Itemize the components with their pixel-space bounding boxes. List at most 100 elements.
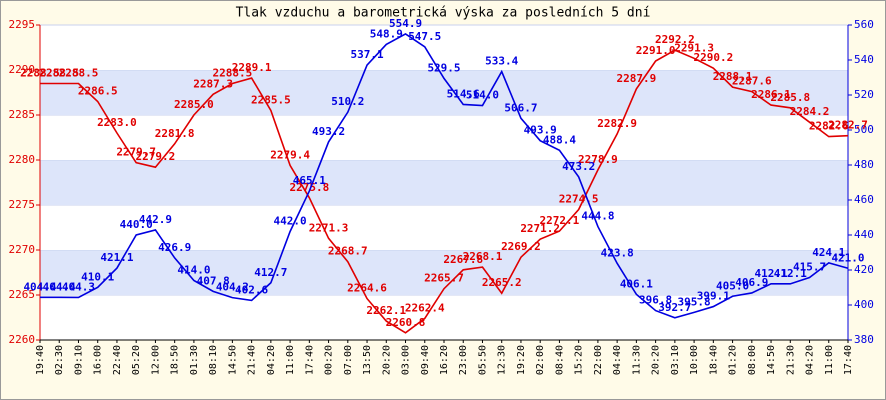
value-label: 405.0	[716, 279, 749, 292]
x-tick-label: 16:00	[93, 345, 104, 375]
value-label: 2260.8	[386, 316, 426, 329]
x-tick-label: 14:50	[227, 345, 238, 375]
y2-tick-label: 540	[854, 53, 874, 66]
y2-tick-label: 440	[854, 228, 874, 241]
value-label: 2282.7	[828, 119, 868, 132]
x-tick-label: 09:40	[420, 345, 431, 375]
value-label: 2275.8	[289, 181, 329, 194]
x-tick-label: 17:40	[843, 345, 854, 375]
value-label: 404.2	[216, 281, 249, 294]
value-label: 514.6	[447, 87, 480, 100]
value-label: 473.2	[562, 160, 595, 173]
value-label: 2281.8	[155, 127, 195, 140]
value-label: 2279.2	[136, 150, 176, 163]
grid-band	[40, 115, 848, 160]
x-tick-label: 01:30	[189, 345, 200, 375]
value-label: 412.1	[774, 267, 807, 280]
value-label: 2265.2	[482, 276, 522, 289]
value-label: 2278.9	[578, 153, 618, 166]
value-label: 414.0	[177, 264, 210, 277]
value-label: 2290.2	[693, 51, 733, 64]
x-tick-label: 11:30	[631, 345, 642, 375]
y-tick-label: 2260	[9, 333, 36, 346]
x-tick-label: 05:20	[131, 345, 142, 375]
value-label: 444.8	[581, 210, 614, 223]
value-label: 2288.5	[20, 67, 60, 80]
y2-tick-label: 380	[854, 333, 874, 346]
value-label: 506.7	[504, 101, 537, 114]
y-tick-label: 2295	[9, 18, 36, 31]
value-label: 442.9	[139, 213, 172, 226]
value-label: 2271.2	[520, 222, 560, 235]
x-tick-label: 02:30	[54, 345, 65, 375]
value-label: 547.5	[408, 30, 441, 43]
x-tick-label: 03:00	[401, 345, 412, 375]
value-label: 421.0	[831, 251, 864, 264]
value-label: 2288.5	[39, 67, 79, 80]
x-tick-label: 07:00	[343, 345, 354, 375]
y-tick-label: 2290	[9, 63, 36, 76]
x-tick-label: 15:20	[574, 345, 585, 375]
value-label: 415.7	[793, 261, 826, 274]
y-tick-label: 2270	[9, 243, 36, 256]
x-tick-label: 08:10	[208, 345, 219, 375]
value-label: 2284.2	[790, 105, 830, 118]
value-label: 404.4	[23, 280, 56, 293]
x-tick-label: 04:20	[266, 345, 277, 375]
value-label: 2274.5	[559, 193, 599, 206]
x-tick-label: 21:30	[785, 345, 796, 375]
value-label: 2269.2	[501, 240, 541, 253]
y-tick-label: 2265	[9, 288, 36, 301]
value-label: 395.8	[678, 295, 711, 308]
y2-tick-label: 500	[854, 123, 874, 136]
value-label: 2265.7	[424, 272, 464, 285]
value-label: 529.5	[427, 61, 460, 74]
x-tick-label: 22:00	[593, 345, 604, 375]
value-label: 2287.3	[193, 77, 233, 90]
x-tick-label: 11:00	[285, 345, 296, 375]
value-label: 412.7	[254, 266, 287, 279]
x-tick-label: 08:00	[747, 345, 758, 375]
grid-band	[40, 205, 848, 250]
value-label: 2262.1	[366, 304, 406, 317]
value-label: 406.9	[735, 276, 768, 289]
value-label: 2286.1	[751, 88, 791, 101]
x-tick-label: 13:50	[362, 345, 373, 375]
x-tick-label: 11:00	[824, 345, 835, 375]
x-tick-label: 05:50	[477, 345, 488, 375]
value-label: 2288.1	[713, 70, 753, 83]
value-label: 488.4	[543, 133, 576, 146]
value-label: 424.1	[812, 246, 845, 259]
x-tick-label: 21:40	[247, 345, 258, 375]
value-label: 426.9	[158, 241, 191, 254]
y2-tick-label: 400	[854, 298, 874, 311]
value-label: 2268.7	[328, 245, 368, 258]
value-label: 412.1	[754, 267, 787, 280]
x-tick-label: 17:40	[304, 345, 315, 375]
y-tick-label: 2275	[9, 198, 36, 211]
value-label: 2287.6	[732, 75, 772, 88]
value-label: 548.9	[370, 27, 403, 40]
series-line	[40, 49, 849, 334]
value-label: 537.1	[350, 48, 383, 61]
value-label: 2282.9	[597, 117, 637, 130]
x-tick-label: 03:10	[670, 345, 681, 375]
x-tick-label: 00:20	[324, 345, 335, 375]
value-label: 421.1	[100, 251, 133, 264]
value-label: 2268.1	[463, 250, 503, 263]
value-label: 402.6	[235, 283, 268, 296]
x-tick-label: 02:00	[535, 345, 546, 375]
grid-band	[40, 295, 848, 340]
value-label: 404.4	[43, 280, 76, 293]
value-label: 2287.9	[617, 72, 657, 85]
x-tick-label: 12:30	[497, 345, 508, 375]
value-label: 2271.3	[309, 221, 349, 234]
value-label: 2282.6	[809, 120, 849, 133]
x-tick-label: 23:00	[458, 345, 469, 375]
y2-tick-label: 560	[854, 18, 874, 31]
value-label: 2264.6	[347, 282, 387, 295]
x-tick-label: 18:50	[170, 345, 181, 375]
value-label: 2286.5	[78, 85, 118, 98]
value-label: 2288.5	[213, 67, 253, 80]
